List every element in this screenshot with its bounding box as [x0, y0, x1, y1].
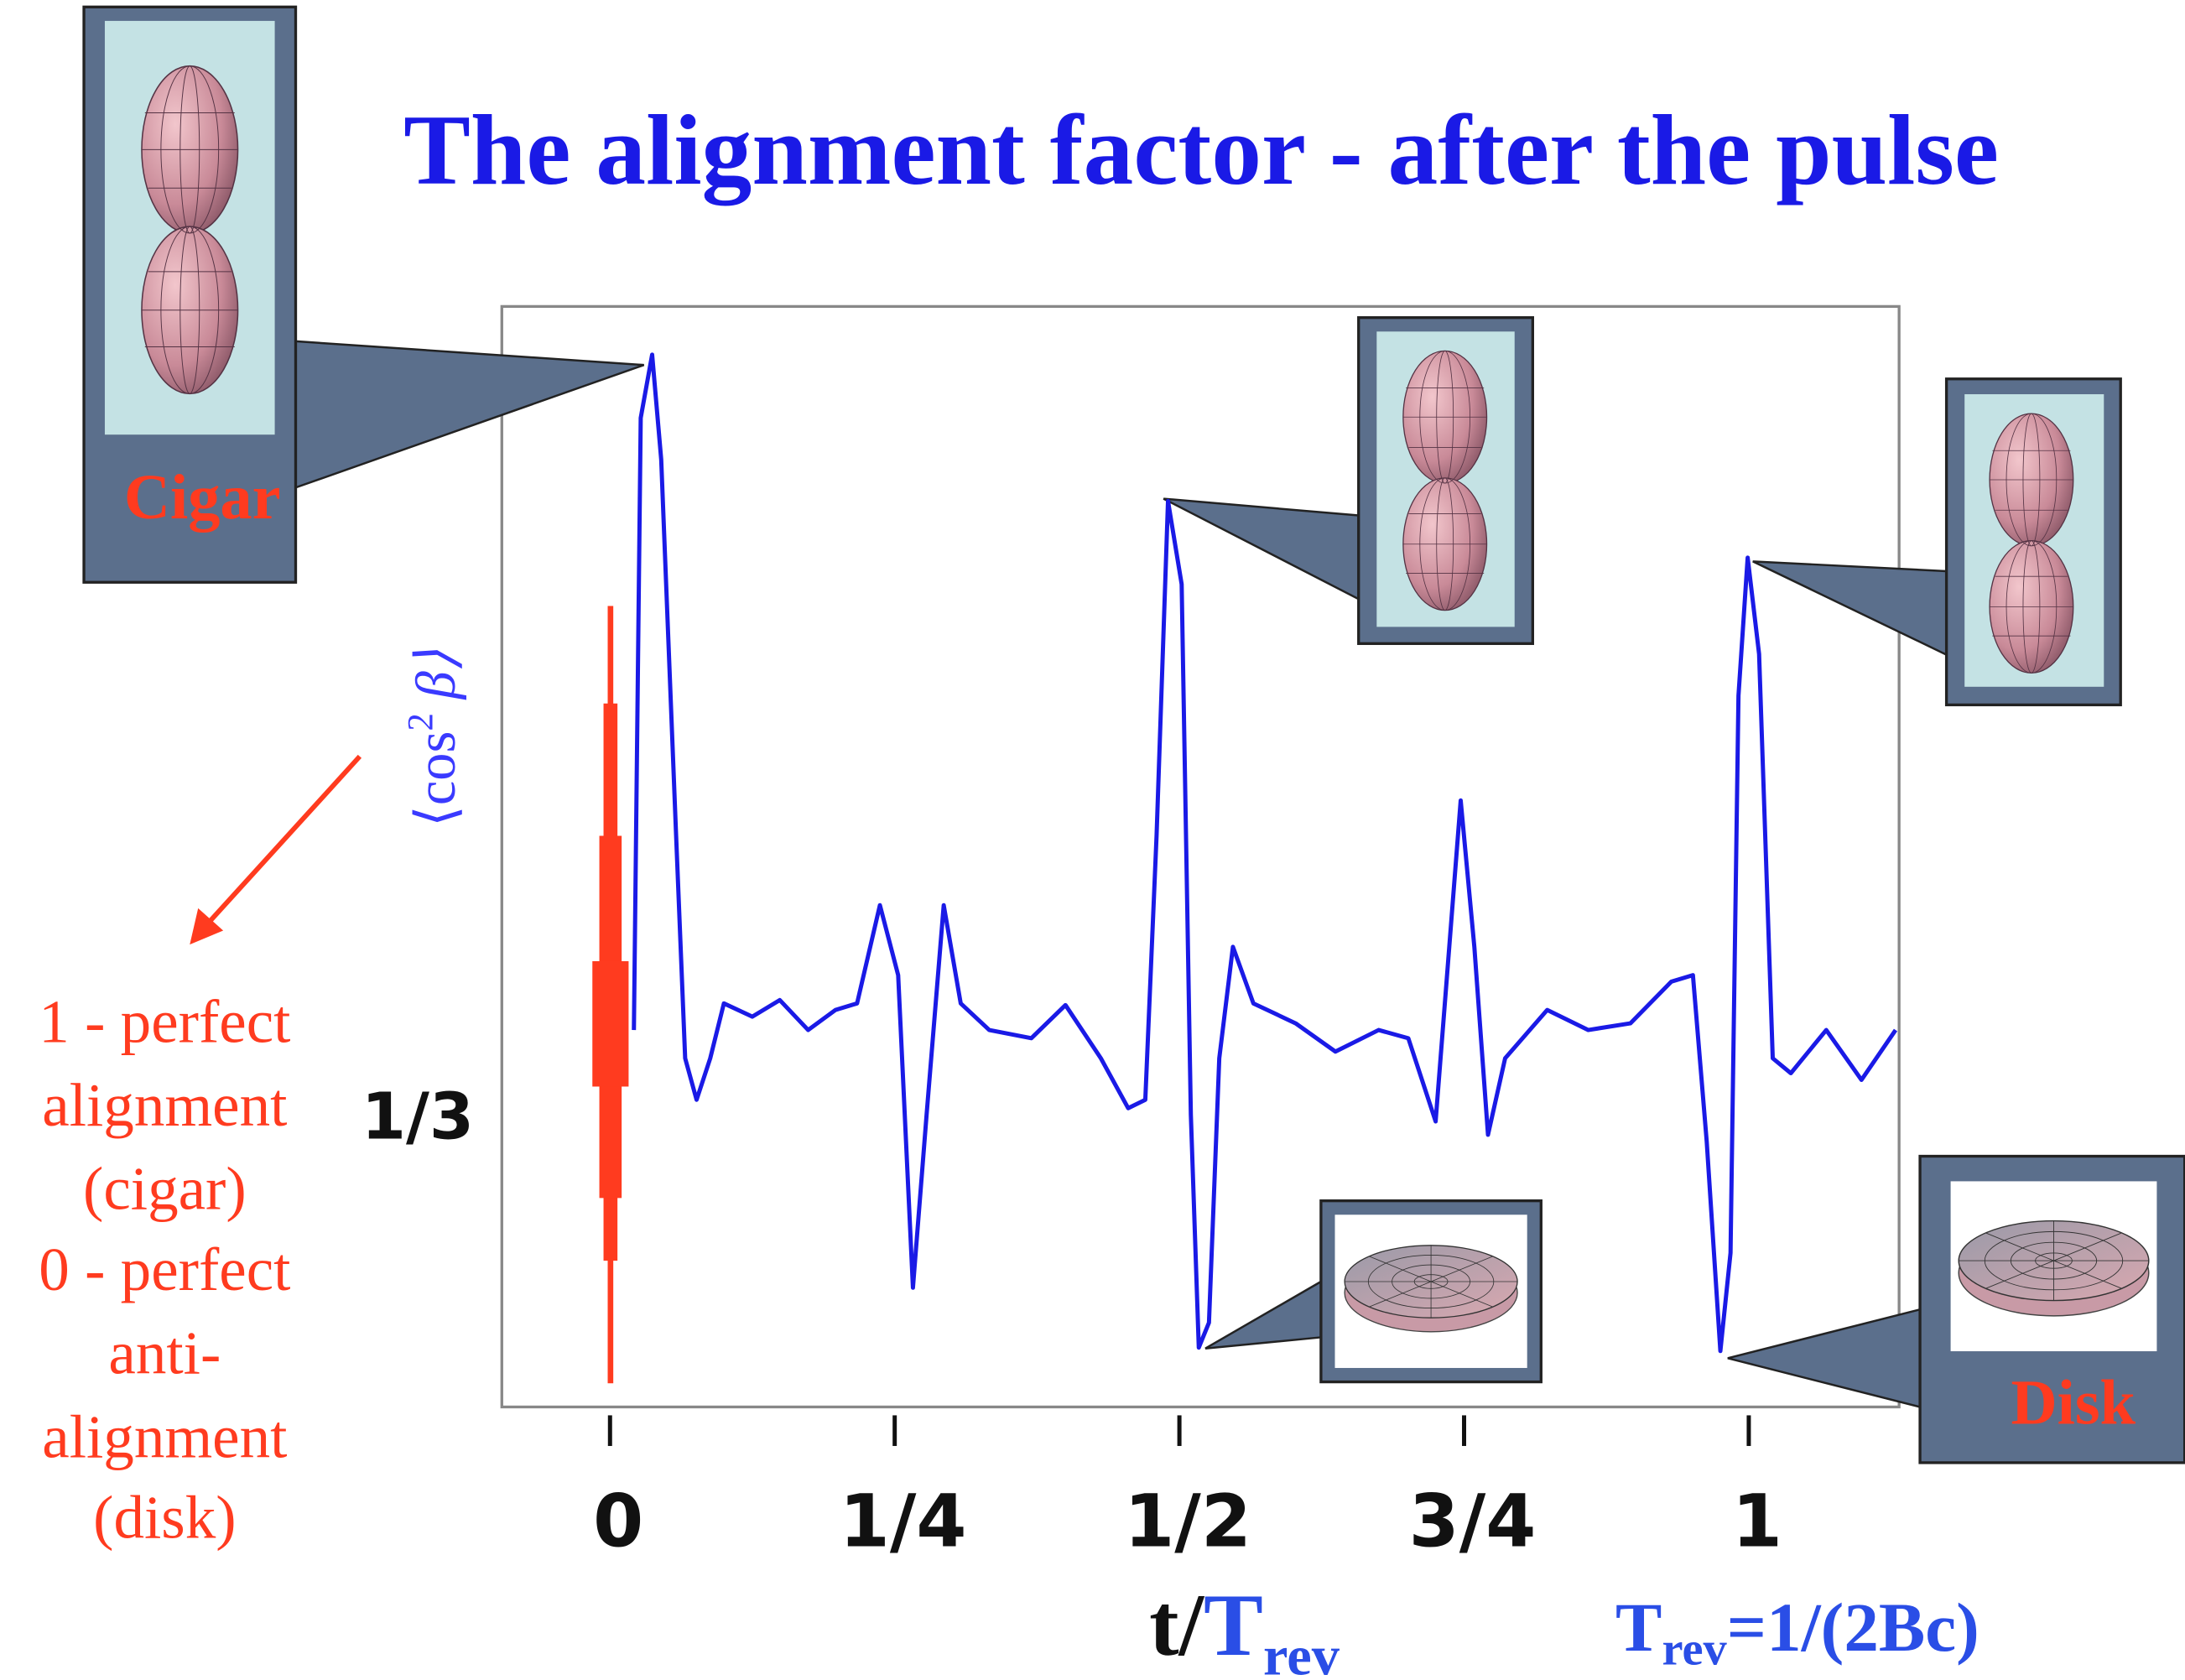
note-line: (cigar) [83, 1155, 247, 1223]
formula: Trev=1/(2Bc) [1615, 1589, 1980, 1676]
cigar-callout [1163, 316, 1534, 645]
chart-title: The alignment factor - after the pulse [403, 94, 1999, 205]
arrow [190, 754, 362, 945]
note-line: alignment [42, 1402, 287, 1470]
formula-part: T [1615, 1589, 1662, 1666]
y-axis-label: ⟨cos2 β⟩ [401, 649, 467, 827]
x-tick-label: 1/4 [840, 1480, 967, 1564]
y-label-part: β⟩ [406, 649, 467, 713]
x-tick-label: 0 [593, 1480, 643, 1564]
data-line [632, 352, 1898, 1354]
laser-pulse [592, 606, 629, 1384]
disk-callout [1204, 1199, 1543, 1384]
disk-callout: Disk [1727, 1154, 2185, 1464]
y-label-part: ⟨cos [406, 731, 467, 827]
x-tick-label: 1 [1732, 1480, 1782, 1564]
note-line: 1 - perfect [39, 987, 290, 1055]
x-label-sub: rev [1263, 1625, 1340, 1680]
callout-label: Cigar [124, 461, 281, 533]
cigar-callout [1752, 377, 2122, 707]
callout-label: Disk [2011, 1366, 2136, 1438]
y-tick-label: 1/3 [362, 1080, 474, 1155]
note-line: (disk) [93, 1484, 236, 1552]
x-tick-label: 1/2 [1124, 1480, 1251, 1564]
formula-part: =1/(2Bc) [1727, 1589, 1980, 1666]
cigar-callout: Cigar [82, 5, 645, 584]
note-line: 0 - perfect [39, 1235, 290, 1303]
formula-sub: rev [1662, 1624, 1727, 1676]
x-axis-label: t/Trev [1149, 1575, 1340, 1680]
x-tick-label: 3/4 [1409, 1480, 1537, 1564]
note: 1 - perfect alignment (cigar) 0 - perfect an… [39, 987, 290, 1551]
y-label-sup: 2 [401, 713, 440, 731]
note-line: alignment [42, 1071, 287, 1139]
plot-frame [500, 304, 1901, 1409]
x-label-part: T [1204, 1575, 1263, 1674]
x-label-part: t/ [1149, 1575, 1204, 1674]
note-line: anti- [108, 1319, 221, 1387]
